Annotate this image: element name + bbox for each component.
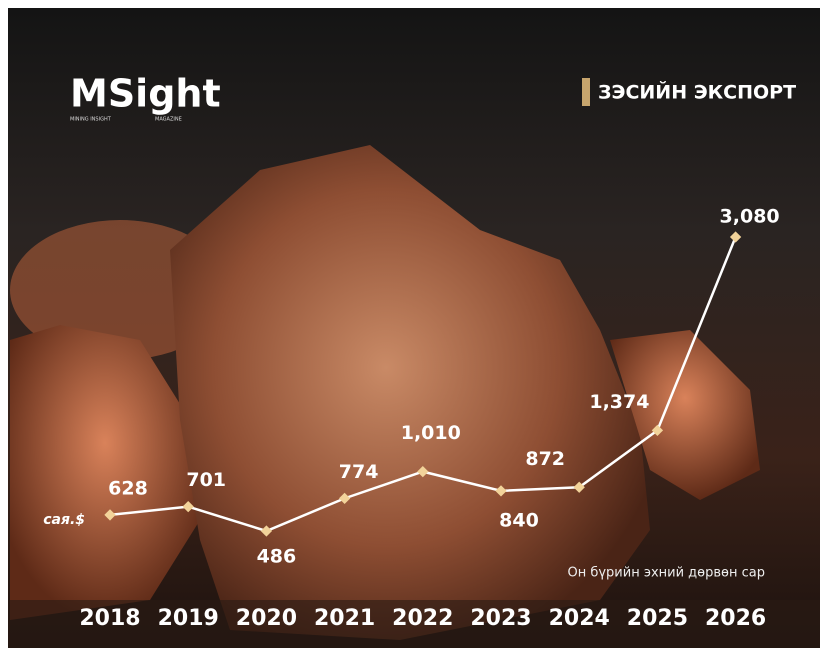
- title-bar: [582, 78, 590, 106]
- x-tick-label: 2025: [627, 606, 688, 631]
- title: ЗЭСИЙН ЭКСПОРТ: [598, 81, 796, 104]
- x-tick-label: 2019: [158, 606, 219, 631]
- data-label: 628: [108, 477, 148, 499]
- data-label: 840: [499, 509, 539, 531]
- data-point: [260, 525, 273, 537]
- data-point: [338, 492, 351, 505]
- data-label: 701: [186, 469, 226, 491]
- data-point: [417, 465, 429, 478]
- x-tick-label: 2018: [79, 606, 140, 631]
- ground: [8, 600, 820, 648]
- x-tick-label: 2026: [705, 606, 766, 631]
- x-tick-label: 2022: [392, 606, 453, 631]
- rock: [610, 330, 760, 500]
- data-point: [495, 485, 507, 497]
- data-label: 872: [525, 448, 565, 470]
- x-tick-label: 2020: [236, 606, 297, 631]
- x-tick-label: 2024: [549, 606, 610, 631]
- data-label: 774: [339, 461, 379, 483]
- data-label: 1,010: [401, 422, 461, 444]
- data-label: 3,080: [720, 206, 780, 228]
- logo: MSight: [70, 72, 221, 116]
- data-label: 486: [257, 546, 297, 568]
- x-tick-label: 2021: [314, 606, 375, 631]
- note: Он бүрийн эхний дөрвөн сар: [567, 566, 765, 581]
- data-label: 1,374: [589, 391, 649, 413]
- rock: [10, 325, 200, 620]
- data-point: [573, 481, 585, 493]
- x-tick-label: 2023: [470, 606, 531, 631]
- data-point: [651, 424, 664, 437]
- logo-tagline: MINING INSIGHT: [70, 117, 112, 123]
- logo-tagline: MAGAZINE: [155, 117, 182, 123]
- unit-label: сая.$: [43, 512, 85, 528]
- data-point: [182, 500, 194, 513]
- rock: [170, 145, 650, 640]
- data-point: [729, 231, 742, 243]
